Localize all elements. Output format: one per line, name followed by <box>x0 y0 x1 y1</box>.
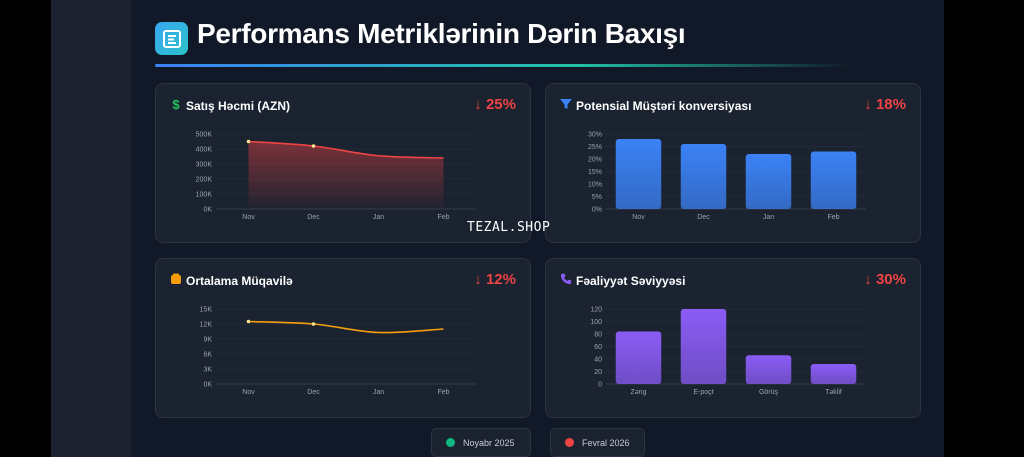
legend-label: Fevral 2026 <box>582 437 630 448</box>
data-point <box>246 139 251 144</box>
x-tick-label: Nov <box>242 389 255 396</box>
x-tick-label: Nov <box>242 214 255 221</box>
title-underline <box>155 64 855 67</box>
funnel-icon <box>560 98 572 112</box>
legend-dot <box>446 438 455 447</box>
bar <box>680 144 727 209</box>
x-tick-label: Dec <box>307 214 320 221</box>
side-panel <box>51 0 131 457</box>
y-tick-label: 120 <box>590 307 602 314</box>
y-tick-label: 20 <box>594 369 602 376</box>
y-tick-label: 0K <box>203 207 212 214</box>
y-tick-label: 500K <box>196 132 213 139</box>
y-tick-label: 0 <box>598 382 602 389</box>
y-tick-label: 100 <box>590 319 602 326</box>
y-tick-label: 10% <box>588 182 602 189</box>
chart-activity-level: 0 20 40 60 80 100 120 Zəng E-poçt Görüş Təklif <box>590 307 866 396</box>
wallet-icon <box>170 273 182 287</box>
page-title: Performans Metriklərinin Dərin Baxışı <box>197 18 686 49</box>
data-point <box>311 144 316 148</box>
chart-average-deal: 0K 3K 6K 9K 12K 15K Nov Dec Jan Feb <box>200 307 476 396</box>
legend-dot <box>565 438 574 447</box>
bar <box>745 355 792 384</box>
x-tick-label: Zəng <box>631 389 647 396</box>
change-badge: ↓ 25% <box>474 96 516 113</box>
bar <box>615 139 662 209</box>
x-tick-label: Jan <box>373 214 384 221</box>
x-tick-label: Təklif <box>825 389 842 396</box>
card-title: Satış Həcmi (AZN) <box>186 99 291 113</box>
data-point <box>246 319 251 324</box>
y-tick-label: 20% <box>588 157 602 164</box>
y-tick-label: 200K <box>196 177 213 184</box>
y-tick-label: 15K <box>200 307 213 314</box>
x-tick-label: Dec <box>307 389 320 396</box>
x-tick-label: E-poçt <box>693 389 713 396</box>
area-fill <box>248 141 444 209</box>
change-badge: ↓ 18% <box>864 96 906 113</box>
bar <box>810 364 857 384</box>
y-tick-label: 25% <box>588 144 602 151</box>
y-tick-label: 60 <box>594 344 602 351</box>
bar <box>810 151 857 209</box>
y-tick-label: 3K <box>203 367 212 374</box>
x-tick-label: Feb <box>827 214 839 221</box>
change-badge: ↓ 30% <box>864 271 906 288</box>
bar <box>680 309 727 384</box>
y-tick-label: 300K <box>196 162 213 169</box>
card-title: Fəaliyyət Səviyyəsi <box>576 274 686 288</box>
chart-lead-conversion: 0% 5% 10% 15% 20% 25% 30% Nov Dec Jan Feb <box>588 132 866 221</box>
report-icon <box>155 22 188 55</box>
x-tick-label: Nov <box>632 214 645 221</box>
legend-item-feb-2026[interactable]: Fevral 2026 <box>550 428 645 457</box>
chart-sales-volume: 0K 100K 200K 300K 400K 500K Nov Dec Jan Feb <box>196 132 476 221</box>
y-tick-label: 100K <box>196 192 213 199</box>
y-tick-label: 6K <box>203 352 212 359</box>
x-tick-label: Jan <box>763 214 774 221</box>
x-tick-label: Feb <box>437 214 449 221</box>
y-tick-label: 12K <box>200 322 213 329</box>
dollar-icon: $ <box>172 97 180 112</box>
card-activity-level: Fəaliyyət Səviyyəsi ↓ 30% 0 20 40 60 80 100 12… <box>545 258 921 418</box>
bar <box>615 331 662 384</box>
y-tick-label: 5% <box>592 194 602 201</box>
y-tick-label: 400K <box>196 147 213 154</box>
y-tick-label: 0% <box>592 207 602 214</box>
change-badge: ↓ 12% <box>474 271 516 288</box>
card-average-deal: Ortalama Müqavilə ↓ 12% 0K 3K 6K 9K 12K 15K No… <box>155 258 531 418</box>
series-line <box>248 140 444 159</box>
legend-label: Noyabr 2025 <box>463 437 515 448</box>
card-sales-volume: $ Satış Həcmi (AZN) ↓ 25% 0K 100K 200K 300K… <box>155 83 531 243</box>
x-tick-label: Jan <box>373 389 384 396</box>
y-tick-label: 40 <box>594 357 602 364</box>
x-tick-label: Dec <box>697 214 710 221</box>
data-point <box>311 322 316 326</box>
card-title: Ortalama Müqavilə <box>186 274 293 288</box>
watermark-text: TEZAL.SHOP <box>467 220 551 235</box>
y-tick-label: 80 <box>594 332 602 339</box>
card-lead-conversion: Potensial Müştəri konversiyası ↓ 18% 0% 5… <box>545 83 921 243</box>
legend-item-nov-2025[interactable]: Noyabr 2025 <box>431 428 531 457</box>
y-tick-label: 15% <box>588 169 602 176</box>
y-tick-label: 30% <box>588 132 602 139</box>
series-line <box>248 320 444 334</box>
bar <box>745 154 792 209</box>
phone-icon <box>560 273 572 287</box>
y-tick-label: 9K <box>203 337 212 344</box>
card-title: Potensial Müştəri konversiyası <box>576 99 752 113</box>
x-tick-label: Feb <box>437 389 449 396</box>
y-tick-label: 0K <box>203 382 212 389</box>
x-tick-label: Görüş <box>759 389 779 396</box>
